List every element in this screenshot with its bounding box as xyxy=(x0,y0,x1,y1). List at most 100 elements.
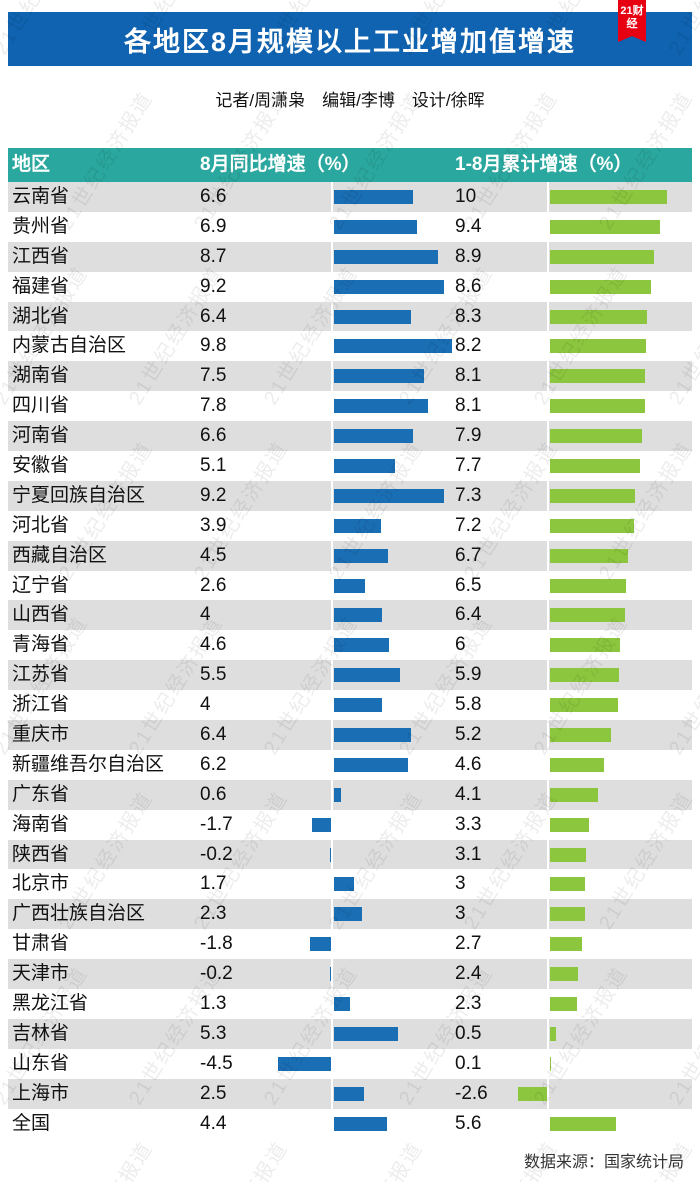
table-row: 安徽省 5.1 7.7 xyxy=(8,451,692,481)
aug-growth-value: 4 xyxy=(200,604,211,626)
aug-growth-value: -0.2 xyxy=(200,843,233,865)
region-name: 福建省 xyxy=(12,275,70,297)
cum-growth-bar xyxy=(550,638,621,653)
column-header-cum-growth: 1-8月累计增速（%） xyxy=(455,154,633,175)
cum-growth-value: 10 xyxy=(455,186,477,207)
page-title: 各地区8月规模以上工业增加值增速 xyxy=(123,26,576,57)
aug-growth-bar xyxy=(334,728,411,743)
cum-growth-bar xyxy=(550,190,667,204)
region-name: 浙江省 xyxy=(12,694,70,716)
cum-growth-value: 6.4 xyxy=(455,604,482,626)
aug-growth-bar xyxy=(334,1026,398,1041)
aug-growth-value: -4.5 xyxy=(200,1052,233,1074)
region-name: 宁夏回族自治区 xyxy=(12,484,146,506)
aug-growth-bar xyxy=(334,638,390,653)
cum-growth-value: 5.2 xyxy=(455,724,482,746)
cum-growth-bar xyxy=(550,1026,556,1041)
aug-bar-axis-line xyxy=(331,182,333,1139)
aug-growth-value: 7.5 xyxy=(200,365,227,387)
column-header-region: 地区 xyxy=(12,154,51,175)
cum-growth-value: 3.1 xyxy=(455,843,482,865)
cum-growth-value: 5.6 xyxy=(455,1112,482,1134)
cum-growth-value: 4.6 xyxy=(455,753,482,775)
cum-growth-bar xyxy=(550,369,645,384)
table-row: 上海市 2.5 -2.6 xyxy=(8,1078,692,1109)
cum-growth-bar xyxy=(550,488,636,503)
cum-growth-value: 7.2 xyxy=(455,514,482,536)
cum-growth-bar xyxy=(550,907,586,922)
aug-growth-value: 4 xyxy=(200,694,211,716)
table-row: 全国 4.4 5.6 xyxy=(8,1109,692,1139)
cum-growth-bar xyxy=(550,757,604,772)
cum-growth-bar xyxy=(550,459,641,474)
aug-growth-bar xyxy=(334,190,414,204)
cum-growth-bar xyxy=(550,698,618,713)
table-row: 山东省 -4.5 0.1 xyxy=(8,1049,692,1079)
aug-growth-bar xyxy=(334,488,445,503)
aug-growth-bar xyxy=(329,967,332,982)
table-row: 湖北省 6.4 8.3 xyxy=(8,301,692,332)
region-name: 新疆维吾尔自治区 xyxy=(12,753,165,775)
cum-growth-bar xyxy=(550,817,589,832)
aug-growth-bar xyxy=(334,548,388,563)
cum-growth-bar xyxy=(550,249,655,264)
cum-growth-bar xyxy=(550,1116,616,1131)
aug-growth-bar xyxy=(329,847,332,862)
aug-growth-value: 4.6 xyxy=(200,634,227,656)
region-name: 海南省 xyxy=(12,813,70,835)
cum-growth-value: 2.7 xyxy=(455,933,482,955)
watermark-text: 21世纪经济报道 xyxy=(50,1135,158,1182)
cum-growth-value: 6.5 xyxy=(455,574,482,596)
aug-growth-value: -0.2 xyxy=(200,963,233,985)
region-name: 广西壮族自治区 xyxy=(12,903,146,925)
cum-growth-bar xyxy=(550,548,629,563)
aug-growth-value: 6.9 xyxy=(200,215,227,237)
cum-growth-bar xyxy=(550,937,582,952)
region-name: 广东省 xyxy=(12,783,70,805)
cum-growth-value: 8.2 xyxy=(455,335,482,357)
cum-growth-value: 7.9 xyxy=(455,425,482,447)
aug-growth-bar xyxy=(334,219,417,234)
aug-growth-bar xyxy=(334,459,396,474)
aug-growth-value: 9.2 xyxy=(200,275,227,297)
aug-growth-bar xyxy=(334,249,439,264)
table-row: 湖南省 7.5 8.1 xyxy=(8,361,692,392)
cum-growth-value: -2.6 xyxy=(455,1082,488,1104)
aug-growth-value: 9.2 xyxy=(200,484,227,506)
table-row: 贵州省 6.9 9.4 xyxy=(8,212,692,242)
region-name: 全国 xyxy=(12,1112,51,1134)
aug-growth-bar xyxy=(334,757,409,772)
table-row: 广东省 0.6 4.1 xyxy=(8,779,692,810)
cum-growth-value: 3 xyxy=(455,873,466,895)
logo-badge: 21财经 xyxy=(618,0,646,42)
table-row: 浙江省 4 5.8 xyxy=(8,690,692,720)
cum-growth-bar xyxy=(550,608,625,623)
cum-growth-value: 8.1 xyxy=(455,395,482,417)
cum-growth-bar xyxy=(550,847,587,862)
region-name: 云南省 xyxy=(12,186,70,207)
table-row: 河北省 3.9 7.2 xyxy=(8,511,692,541)
cum-growth-bar xyxy=(550,728,611,743)
table-row: 云南省 6.6 10 xyxy=(8,182,692,212)
table-row: 宁夏回族自治区 9.2 7.3 xyxy=(8,480,692,511)
aug-growth-bar xyxy=(334,429,414,444)
region-name: 江西省 xyxy=(12,245,70,267)
table-row: 北京市 1.7 3 xyxy=(8,869,692,899)
cum-growth-value: 9.4 xyxy=(455,215,482,237)
region-name: 甘肃省 xyxy=(12,933,70,955)
cum-growth-bar xyxy=(550,877,586,892)
aug-growth-value: 2.5 xyxy=(200,1082,227,1104)
region-name: 湖南省 xyxy=(12,365,70,387)
aug-growth-bar xyxy=(334,877,355,892)
aug-growth-value: 5.1 xyxy=(200,455,227,477)
cum-growth-value: 0.5 xyxy=(455,1022,482,1044)
aug-growth-bar xyxy=(334,1116,387,1131)
cum-growth-bar xyxy=(550,339,646,354)
aug-growth-value: 8.7 xyxy=(200,245,227,267)
cum-growth-bar xyxy=(550,429,643,444)
cum-growth-value: 8.9 xyxy=(455,245,482,267)
region-name: 河南省 xyxy=(12,425,70,447)
aug-growth-bar xyxy=(334,399,428,414)
cum-growth-bar xyxy=(550,309,648,324)
cum-bar-axis-line xyxy=(547,182,549,1139)
